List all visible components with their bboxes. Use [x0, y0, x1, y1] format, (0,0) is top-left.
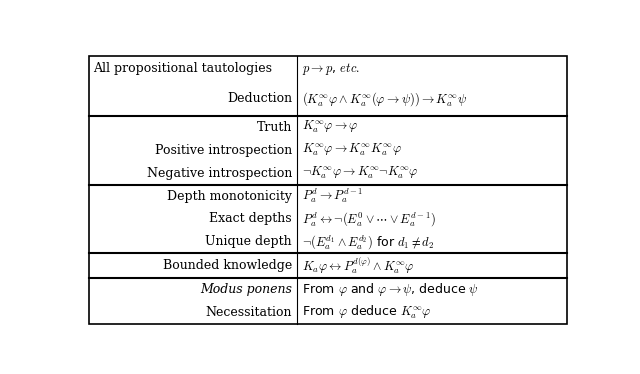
Text: $P_a^d \leftrightarrow \neg(E_a^0 \vee \cdots \vee E_a^{d-1})$: $P_a^d \leftrightarrow \neg(E_a^0 \vee \… [302, 210, 436, 228]
Text: Unique depth: Unique depth [205, 235, 292, 248]
Text: Negative introspection: Negative introspection [147, 167, 292, 180]
Text: $K_a\varphi \leftrightarrow P_a^{d(\varphi)} \wedge K_a^{\infty}\varphi$: $K_a\varphi \leftrightarrow P_a^{d(\varp… [302, 256, 415, 276]
Text: Deduction: Deduction [227, 92, 292, 105]
Text: $p \rightarrow p$, $\mathit{etc.}$: $p \rightarrow p$, $\mathit{etc.}$ [302, 61, 360, 77]
Text: $K_a^{\infty}\varphi \rightarrow K_a^{\infty}K_a^{\infty}\varphi$: $K_a^{\infty}\varphi \rightarrow K_a^{\i… [302, 142, 402, 158]
Text: From $\varphi$ and $\varphi \rightarrow \psi$, deduce $\psi$: From $\varphi$ and $\varphi \rightarrow … [302, 281, 479, 298]
Text: Bounded knowledge: Bounded knowledge [163, 259, 292, 272]
Text: Truth: Truth [257, 121, 292, 134]
Text: Depth monotonicity: Depth monotonicity [167, 190, 292, 203]
Text: $(K_a^{\infty}\varphi \wedge K_a^{\infty}(\varphi \rightarrow \psi)) \rightarrow: $(K_a^{\infty}\varphi \wedge K_a^{\infty… [302, 90, 467, 108]
Text: Exact depths: Exact depths [209, 212, 292, 226]
Text: All propositional tautologies: All propositional tautologies [93, 62, 272, 76]
Text: $\neg(E_a^{d_1} \wedge E_a^{d_2})$ for $d_1 \neq d_2$: $\neg(E_a^{d_1} \wedge E_a^{d_2})$ for $… [302, 233, 434, 251]
Text: $\neg K_a^{\infty}\varphi \rightarrow K_a^{\infty}\neg K_a^{\infty}\varphi$: $\neg K_a^{\infty}\varphi \rightarrow K_… [302, 165, 419, 181]
Text: $P_a^d \rightarrow P_a^{d-1}$: $P_a^d \rightarrow P_a^{d-1}$ [302, 187, 364, 205]
Text: Necessitation: Necessitation [205, 306, 292, 319]
Text: Positive introspection: Positive introspection [155, 144, 292, 157]
Text: $K_a^{\infty}\varphi \rightarrow \varphi$: $K_a^{\infty}\varphi \rightarrow \varphi… [302, 119, 358, 135]
Text: From $\varphi$ deduce $K_a^{\infty}\varphi$: From $\varphi$ deduce $K_a^{\infty}\varp… [302, 304, 431, 321]
Text: Modus ponens: Modus ponens [200, 283, 292, 296]
